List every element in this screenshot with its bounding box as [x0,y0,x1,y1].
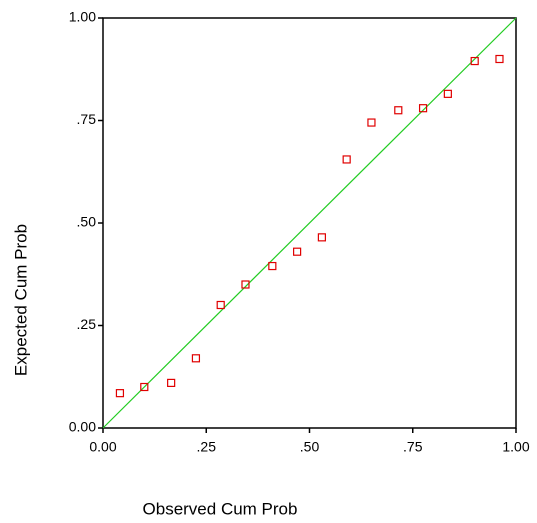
x-tick-label: .25 [197,439,217,455]
point [318,234,325,241]
x-tick-label: .50 [300,439,320,455]
x-tick-label: 1.00 [502,439,529,455]
x-axis-title: Observed Cum Prob [143,499,298,518]
point [368,119,375,126]
y-tick-label: 0.00 [69,419,96,435]
y-tick-label: 1.00 [69,9,96,25]
point [343,156,350,163]
y-tick-label: .75 [77,111,97,127]
point [269,263,276,270]
reference-line [103,18,516,428]
point [116,390,123,397]
point [192,355,199,362]
point [294,248,301,255]
y-tick-label: .50 [77,214,97,230]
y-axis-title: Expected Cum Prob [11,224,30,376]
x-tick-label: .75 [403,439,423,455]
point [444,90,451,97]
y-tick-label: .25 [77,316,97,332]
point [496,56,503,63]
point [217,302,224,309]
x-tick-label: 0.00 [89,439,116,455]
point [168,379,175,386]
chart: Observed Cum Prob Expected Cum Prob 0.00… [0,0,537,523]
point [395,107,402,114]
